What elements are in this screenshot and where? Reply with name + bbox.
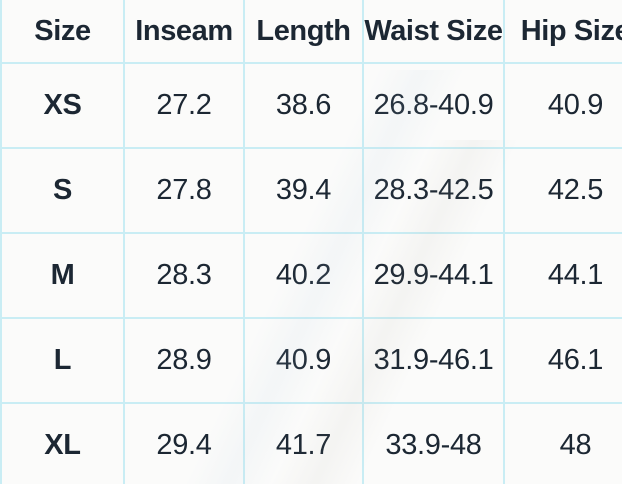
waist-size-cell: 29.9-44.1 [362, 232, 505, 319]
table-row-s: S 27.8 39.4 28.3-42.5 42.5 [0, 147, 622, 234]
length-cell: 41.7 [243, 402, 364, 484]
inseam-cell: 28.3 [123, 232, 245, 319]
column-header-size: Size [0, 0, 125, 64]
hip-size-cell: 40.9 [503, 62, 622, 149]
size-cell: S [0, 147, 125, 234]
column-header-hip-size: Hip Size [503, 0, 622, 64]
inseam-cell: 27.2 [123, 62, 245, 149]
column-header-waist-size: Waist Size [362, 0, 505, 64]
table-row-l: L 28.9 40.9 31.9-46.1 46.1 [0, 317, 622, 404]
length-cell: 39.4 [243, 147, 364, 234]
size-cell: XL [0, 402, 125, 484]
waist-size-cell: 28.3-42.5 [362, 147, 505, 234]
table-row-xs: XS 27.2 38.6 26.8-40.9 40.9 [0, 62, 622, 149]
inseam-cell: 27.8 [123, 147, 245, 234]
hip-size-cell: 46.1 [503, 317, 622, 404]
inseam-cell: 28.9 [123, 317, 245, 404]
hip-size-cell: 48 [503, 402, 622, 484]
waist-size-cell: 31.9-46.1 [362, 317, 505, 404]
hip-size-cell: 44.1 [503, 232, 622, 319]
column-header-length: Length [243, 0, 364, 64]
header-row: Size Inseam Length Waist Size Hip Size [0, 0, 622, 64]
size-cell: XS [0, 62, 125, 149]
waist-size-cell: 33.9-48 [362, 402, 505, 484]
table-row-m: M 28.3 40.2 29.9-44.1 44.1 [0, 232, 622, 319]
size-cell: M [0, 232, 125, 319]
table-row-xl: XL 29.4 41.7 33.9-48 48 [0, 402, 622, 484]
length-cell: 38.6 [243, 62, 364, 149]
length-cell: 40.9 [243, 317, 364, 404]
inseam-cell: 29.4 [123, 402, 245, 484]
hip-size-cell: 42.5 [503, 147, 622, 234]
length-cell: 40.2 [243, 232, 364, 319]
column-header-inseam: Inseam [123, 0, 245, 64]
size-cell: L [0, 317, 125, 404]
waist-size-cell: 26.8-40.9 [362, 62, 505, 149]
